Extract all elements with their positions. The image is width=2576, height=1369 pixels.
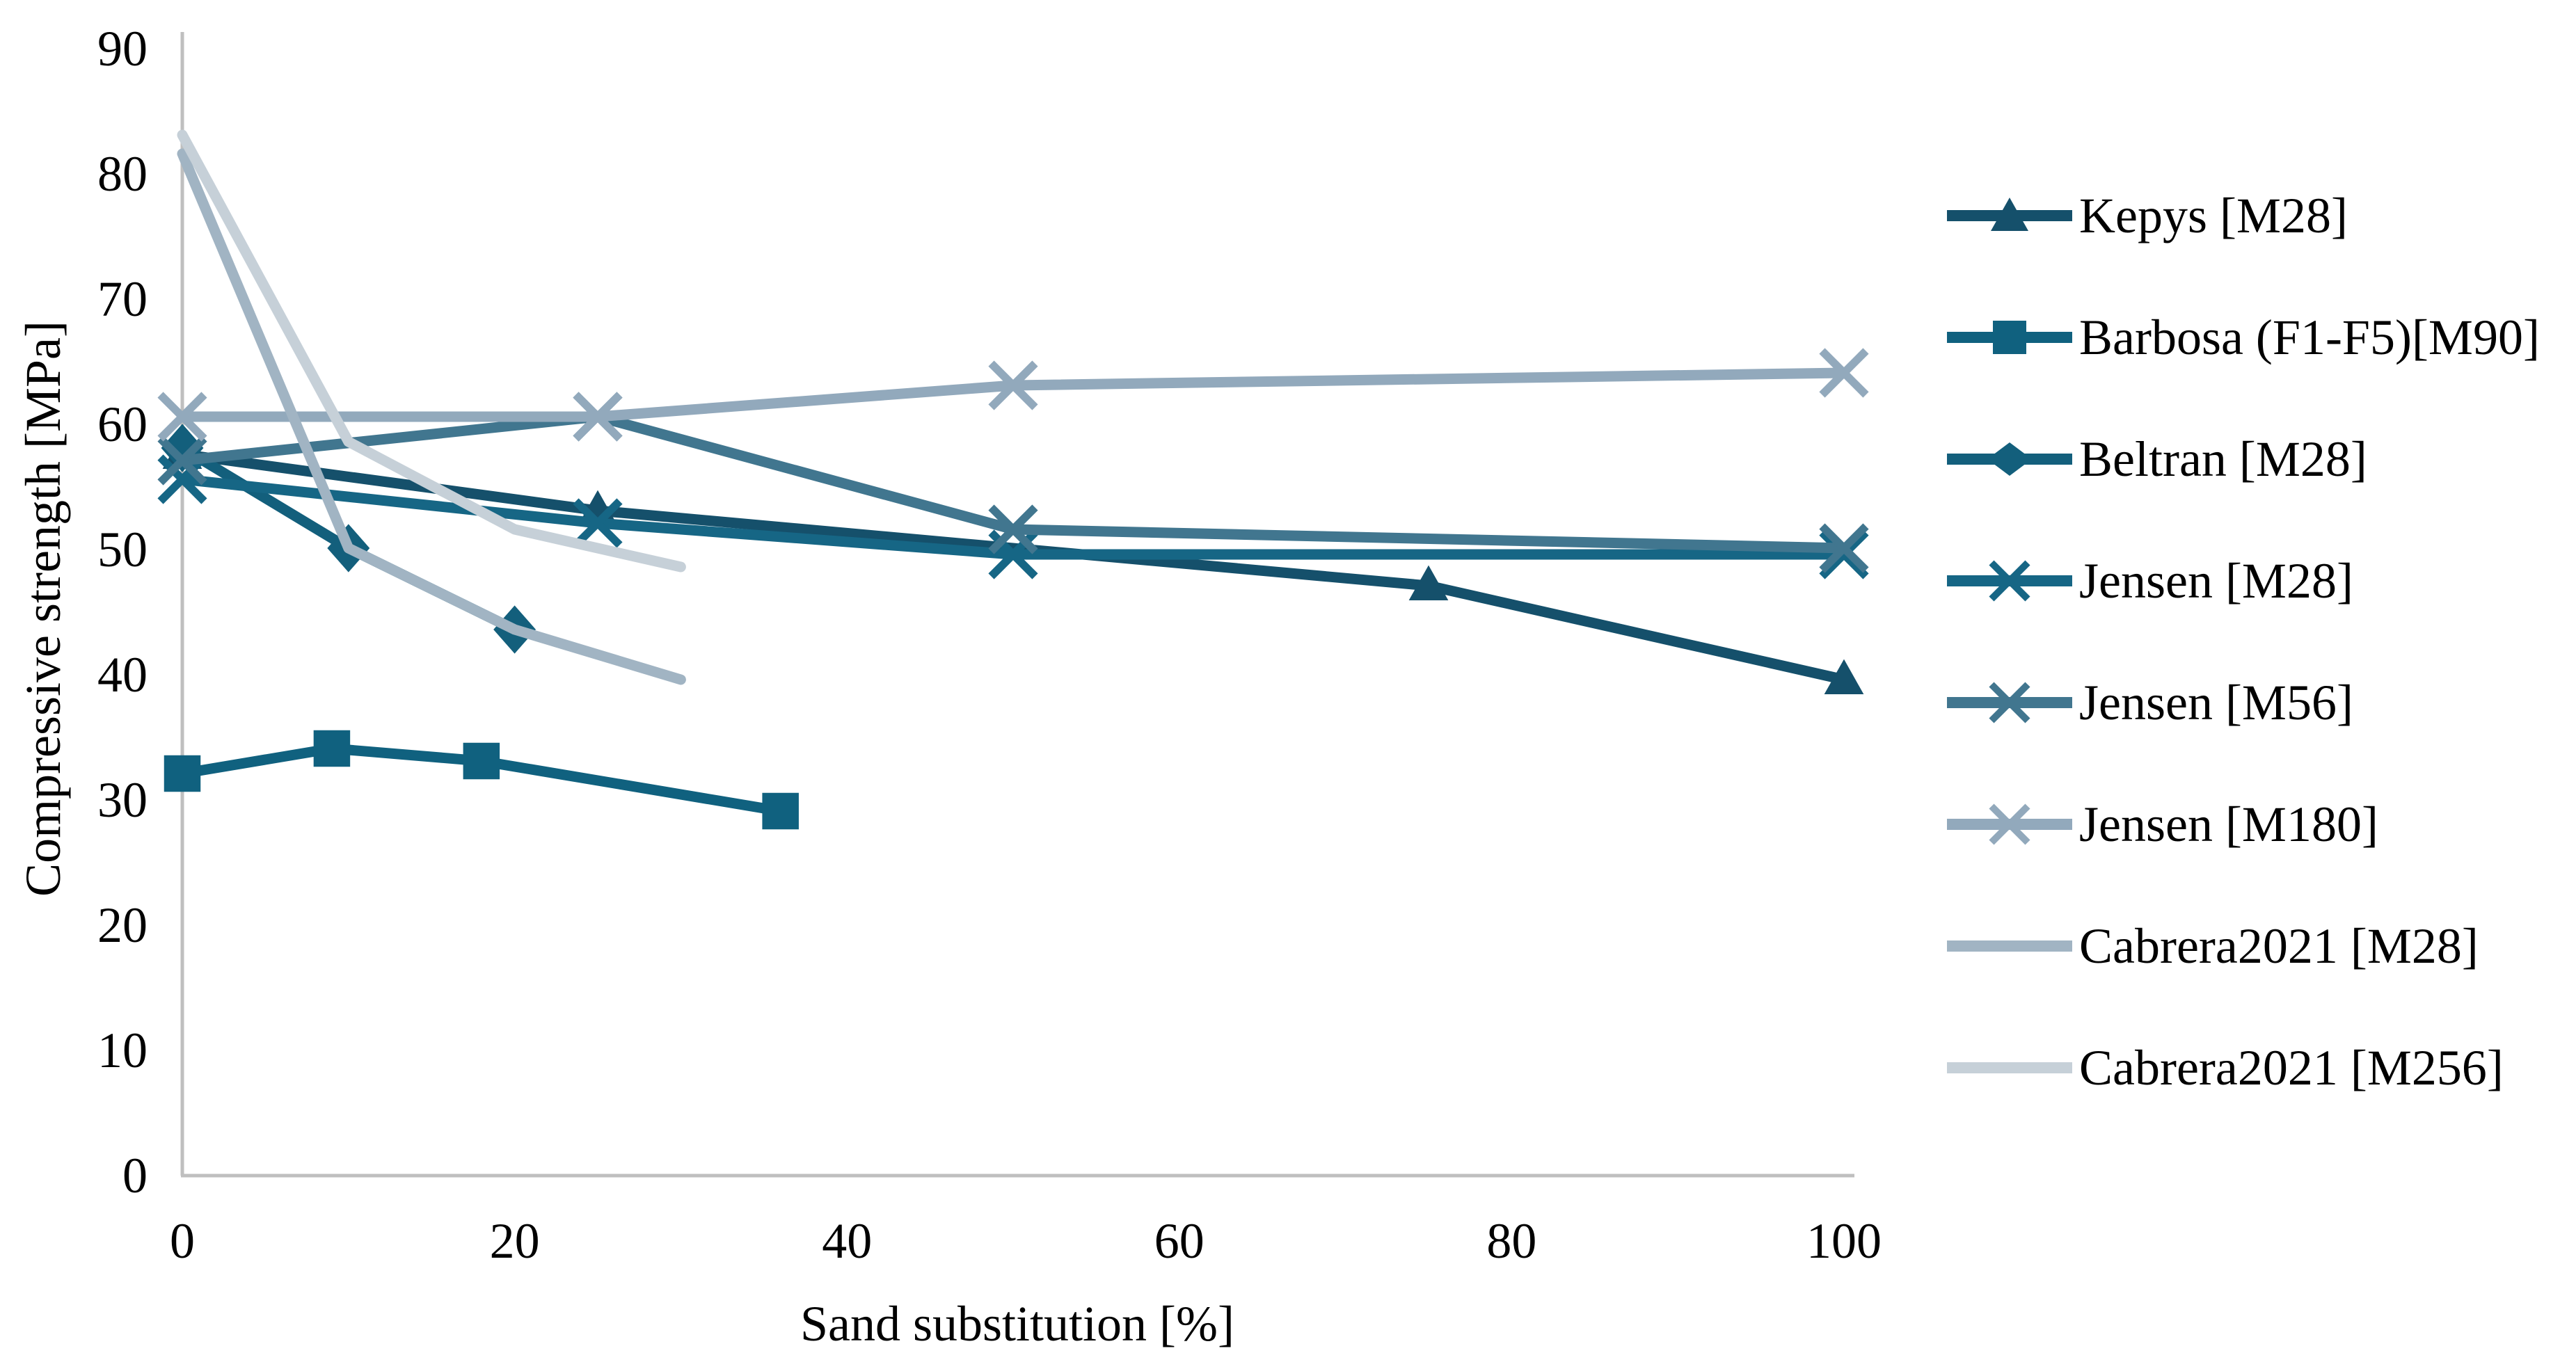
legend-swatch	[1947, 1062, 2072, 1073]
series-line	[177, 743, 786, 817]
series-line	[177, 148, 686, 685]
x-axis-title: Sand substitution [%]	[800, 1296, 1234, 1352]
square-marker-icon	[1993, 321, 2026, 354]
x-marker-icon	[573, 498, 623, 548]
y-tick-label: 50	[97, 522, 148, 577]
triangle-marker-icon	[1824, 659, 1864, 694]
x-tick-label: 0	[170, 1213, 195, 1269]
x-marker-icon	[1989, 682, 2030, 723]
legend-swatch	[1947, 803, 2072, 845]
legend-label: Barbosa (F1-F5)[M90]	[2079, 309, 2540, 365]
x-tick-label: 20	[490, 1213, 540, 1269]
square-marker-icon	[164, 755, 201, 792]
x-marker-icon	[1819, 348, 1869, 398]
series-line	[177, 129, 686, 573]
x-marker-icon	[1989, 560, 2030, 602]
series-line	[177, 411, 1850, 554]
x-tick-label: 80	[1486, 1213, 1536, 1269]
legend-item: Cabrera2021 [M28]	[1947, 918, 2479, 974]
legend-swatch	[1947, 321, 2072, 354]
y-tick-label: 80	[97, 146, 148, 202]
y-tick-label: 10	[97, 1023, 148, 1078]
legend-item: Jensen [M180]	[1947, 796, 2378, 852]
y-axis-title: Compressive strength [MPa]	[15, 321, 71, 897]
legend-swatch	[1947, 442, 2072, 476]
x-tick-label: 60	[1154, 1213, 1204, 1269]
legend-swatch	[1947, 560, 2072, 602]
legend-swatch	[1947, 198, 2072, 231]
legend-label: Jensen [M56]	[2079, 674, 2353, 730]
legend-item: Kepys [M28]	[1947, 188, 2348, 243]
x-marker-icon	[1819, 523, 1869, 573]
y-tick-label: 0	[122, 1148, 148, 1203]
legend-label: Cabrera2021 [M256]	[2079, 1039, 2504, 1096]
legend: Kepys [M28] Barbosa (F1-F5)[M90] Beltran […	[1947, 0, 2573, 1369]
legend-item: Beltran [M28]	[1947, 431, 2367, 487]
series-line	[177, 474, 1850, 560]
y-tick-label: 40	[97, 647, 148, 703]
y-tick-label: 20	[97, 897, 148, 953]
square-marker-icon	[463, 742, 500, 780]
y-tick-label: 90	[97, 21, 148, 77]
legend-item: Jensen [M56]	[1947, 675, 2353, 730]
x-marker-icon	[157, 392, 207, 442]
triangle-marker-icon	[1991, 198, 2028, 231]
legend-swatch	[1947, 682, 2072, 723]
y-tick-label: 60	[97, 397, 148, 452]
x-marker-icon	[988, 360, 1038, 410]
x-marker-icon	[988, 504, 1038, 554]
legend-label: Cabrera2021 [M28]	[2079, 918, 2479, 974]
x-marker-icon	[573, 392, 623, 442]
y-tick-label: 30	[97, 772, 148, 828]
square-marker-icon	[762, 792, 799, 830]
legend-label: Beltran [M28]	[2079, 431, 2367, 487]
legend-item: Jensen [M28]	[1947, 553, 2353, 609]
x-marker-icon	[1819, 529, 1869, 579]
square-marker-icon	[313, 730, 351, 767]
legend-item: Cabrera2021 [M256]	[1947, 1040, 2504, 1096]
triangle-marker-icon	[1408, 565, 1449, 600]
x-tick-label: 40	[822, 1213, 872, 1269]
series-line	[177, 367, 1850, 422]
diamond-marker-icon	[1987, 442, 2032, 476]
x-marker-icon	[1989, 803, 2030, 845]
legend-label: Kepys [M28]	[2079, 187, 2348, 243]
x-marker-icon	[157, 435, 207, 486]
legend-label: Jensen [M180]	[2079, 796, 2378, 852]
y-tick-label: 70	[97, 271, 148, 327]
legend-swatch	[1947, 940, 2072, 952]
x-marker-icon	[157, 454, 207, 504]
x-tick-label: 100	[1806, 1213, 1882, 1269]
legend-item: Barbosa (F1-F5)[M90]	[1947, 310, 2540, 365]
series-line	[177, 449, 1850, 685]
legend-label: Jensen [M28]	[2079, 552, 2353, 609]
